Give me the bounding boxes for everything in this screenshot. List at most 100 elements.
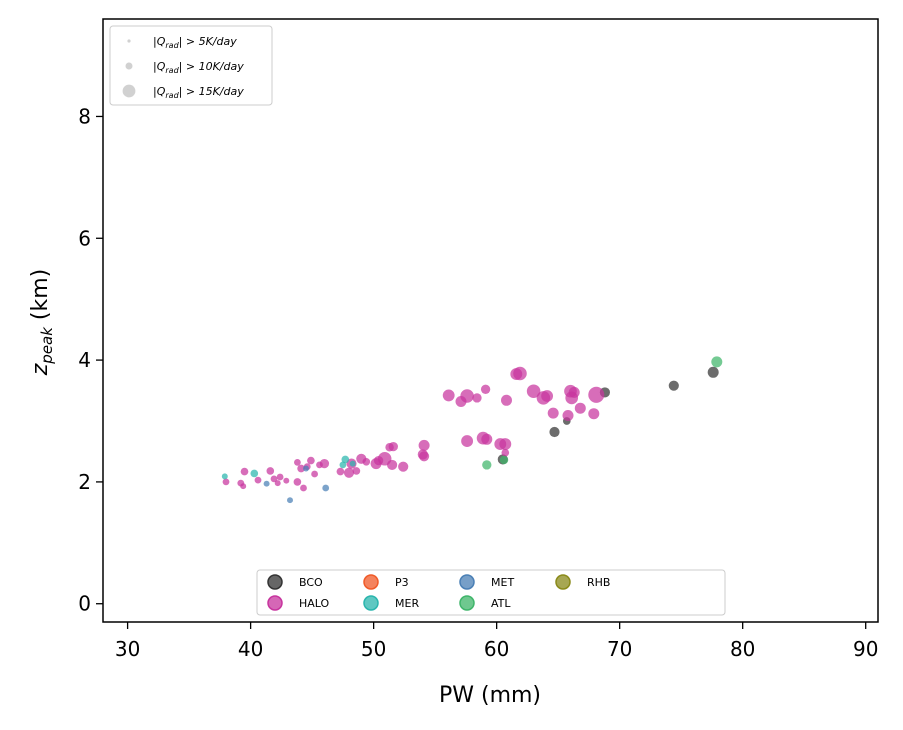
data-point-met-3 [322, 484, 330, 492]
data-point-halo-30 [387, 459, 398, 470]
data-point-halo-51 [541, 390, 554, 402]
data-point-halo-8 [276, 473, 284, 481]
data-point-halo-41 [480, 384, 491, 394]
data-point-bco-4 [668, 380, 679, 391]
platform-legend-label-met: MET [491, 576, 514, 589]
x-axis-ticks: 30 40 50 60 70 80 90 [115, 622, 878, 661]
data-point-halo-31 [398, 461, 409, 472]
data-point-mer-3 [341, 455, 350, 464]
data-point-halo-7 [274, 480, 281, 487]
data-point-halo-0 [222, 478, 230, 486]
data-point-atl-0 [482, 460, 492, 470]
platform-legend-label-p3: P3 [395, 576, 409, 589]
data-point-halo-12 [297, 464, 305, 473]
size-legend-marker-10 [125, 62, 133, 70]
data-point-halo-53 [562, 410, 574, 421]
data-point-halo-58 [588, 408, 600, 420]
data-point-halo-57 [574, 402, 586, 414]
data-point-halo-11 [294, 459, 301, 466]
data-point-halo-46 [501, 394, 512, 406]
x-tick-label-70: 70 [607, 637, 632, 661]
data-point-halo-34 [419, 451, 430, 462]
y-axis-label-subscript: peak [38, 326, 56, 365]
platform-legend-label-halo: HALO [299, 597, 330, 610]
data-point-halo-42 [481, 433, 493, 445]
platform-legend-marker-p3 [363, 574, 379, 590]
x-axis-label: PW (mm) [439, 683, 541, 708]
data-point-mer-4 [349, 460, 356, 467]
y-tick-label-8: 8 [78, 104, 91, 128]
platform-legend-marker-met [459, 574, 475, 590]
y-axis-label-unit: (km) [28, 269, 53, 327]
data-point-met-0 [263, 480, 270, 487]
x-tick-label-30: 30 [115, 637, 140, 661]
data-point-halo-49 [526, 384, 541, 398]
x-tick-label-40: 40 [238, 637, 263, 661]
data-point-mer-1 [250, 469, 259, 478]
data-point-halo-56 [568, 386, 580, 398]
data-point-halo-18 [319, 458, 330, 469]
data-point-halo-39 [472, 393, 482, 403]
y-tick-label-2: 2 [78, 470, 91, 494]
platform-legend-marker-atl [459, 595, 475, 611]
platform-legend-marker-bco [267, 574, 283, 590]
data-point-halo-19 [336, 467, 345, 476]
x-tick-label-90: 90 [853, 637, 878, 661]
y-tick-label-4: 4 [78, 348, 91, 372]
platform-legend-marker-rhb [555, 574, 571, 590]
data-point-halo-3 [240, 467, 249, 476]
platform-legend-label-rhb: RHB [587, 576, 610, 589]
data-point-halo-24 [362, 457, 371, 466]
data-point-halo-4 [254, 476, 262, 484]
y-axis-label: zpeak (km) [28, 269, 56, 377]
platform-legend-marker-halo [267, 595, 283, 611]
data-point-mer-2 [339, 461, 347, 469]
data-points [221, 356, 723, 504]
data-point-halo-5 [266, 467, 275, 475]
data-point-met-1 [287, 497, 293, 504]
data-point-halo-10 [293, 478, 302, 486]
size-legend-marker-15 [122, 84, 136, 98]
data-point-halo-44 [499, 438, 512, 451]
y-tick-label-6: 6 [78, 226, 91, 250]
platform-legend: BCO HALO P3 MER MET ATL RHB [256, 569, 726, 616]
data-point-atl-2 [711, 356, 723, 368]
data-point-bco-5 [707, 366, 719, 378]
data-point-halo-45 [501, 448, 510, 457]
data-point-halo-9 [283, 477, 290, 484]
plot-frame [102, 18, 879, 623]
data-point-halo-35 [442, 389, 455, 402]
x-tick-label-50: 50 [361, 637, 386, 661]
data-point-halo-20 [343, 467, 355, 478]
platform-legend-label-mer: MER [395, 597, 419, 610]
platform-legend-label-bco: BCO [299, 576, 323, 589]
data-point-halo-38 [461, 435, 474, 448]
data-point-halo-15 [307, 456, 315, 465]
size-legend-label-15: |Qrad| > 15K/day [153, 85, 244, 100]
data-point-bco-1 [549, 426, 560, 438]
y-axis-label-main: z [28, 363, 53, 376]
platform-legend-marker-mer [363, 595, 379, 611]
data-point-halo-52 [547, 407, 559, 419]
data-point-halo-13 [300, 484, 307, 492]
data-point-met-2 [303, 465, 309, 472]
data-point-halo-2 [240, 483, 247, 490]
y-tick-label-0: 0 [78, 592, 91, 616]
data-point-halo-22 [352, 467, 361, 475]
size-legend-label-10: |Qrad| > 10K/day [153, 60, 244, 75]
data-point-mer-0 [221, 473, 228, 480]
x-tick-label-80: 80 [730, 637, 755, 661]
data-point-halo-37 [460, 389, 474, 403]
data-point-atl-1 [499, 455, 509, 465]
data-point-halo-16 [311, 470, 318, 478]
data-point-halo-6 [270, 475, 278, 483]
size-legend: |Qrad| > 5K/day |Qrad| > 10K/day |Qrad| > … [109, 25, 273, 106]
y-axis-ticks: 0 2 4 6 8 [78, 104, 103, 616]
platform-legend-label-atl: ATL [491, 597, 511, 610]
data-point-halo-59 [588, 386, 605, 403]
size-legend-marker-5 [127, 39, 131, 43]
size-legend-label-5: |Qrad| > 5K/day [153, 35, 237, 50]
data-point-halo-29 [388, 441, 398, 452]
